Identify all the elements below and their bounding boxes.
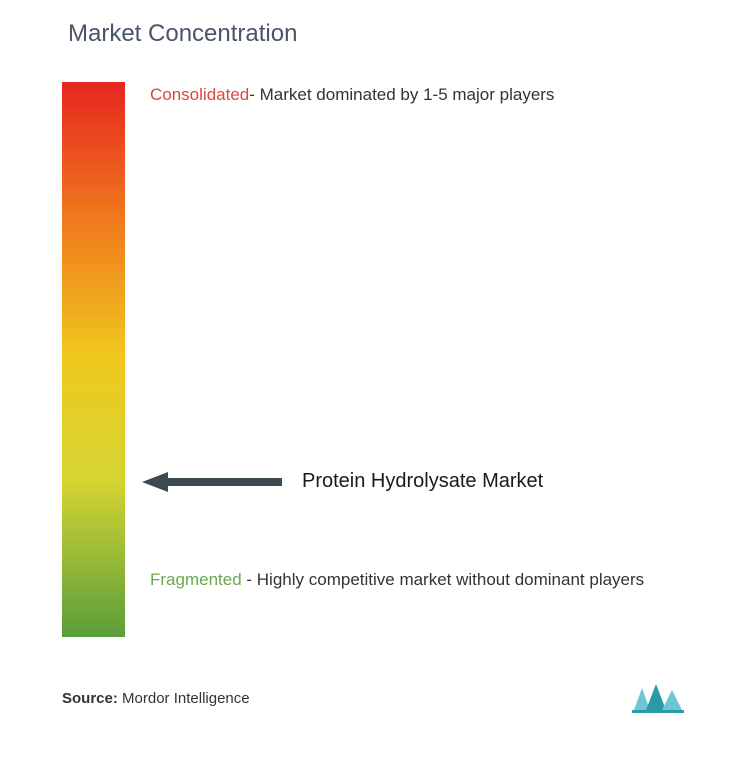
consolidated-desc: - Market dominated by 1-5 major players [249,85,554,104]
concentration-gradient-bar [62,82,125,637]
market-marker: Protein Hydrolysate Market [142,470,543,494]
consolidated-label: Consolidated- Market dominated by 1-5 ma… [150,82,554,108]
fragmented-desc: - Highly competitive market without domi… [242,570,645,589]
source-value: Mordor Intelligence [122,690,250,707]
page-title: Market Concentration [68,20,744,48]
fragmented-label: Fragmented - Highly competitive market w… [150,565,644,596]
consolidated-keyword: Consolidated [150,85,249,104]
source-label: Source: [62,690,118,707]
source-line: Source: Mordor Intelligence [62,690,250,707]
arrow-left-icon [142,470,282,494]
fragmented-keyword: Fragmented [150,570,242,589]
market-name-label: Protein Hydrolysate Market [302,470,543,493]
mordor-logo-icon [632,682,684,714]
